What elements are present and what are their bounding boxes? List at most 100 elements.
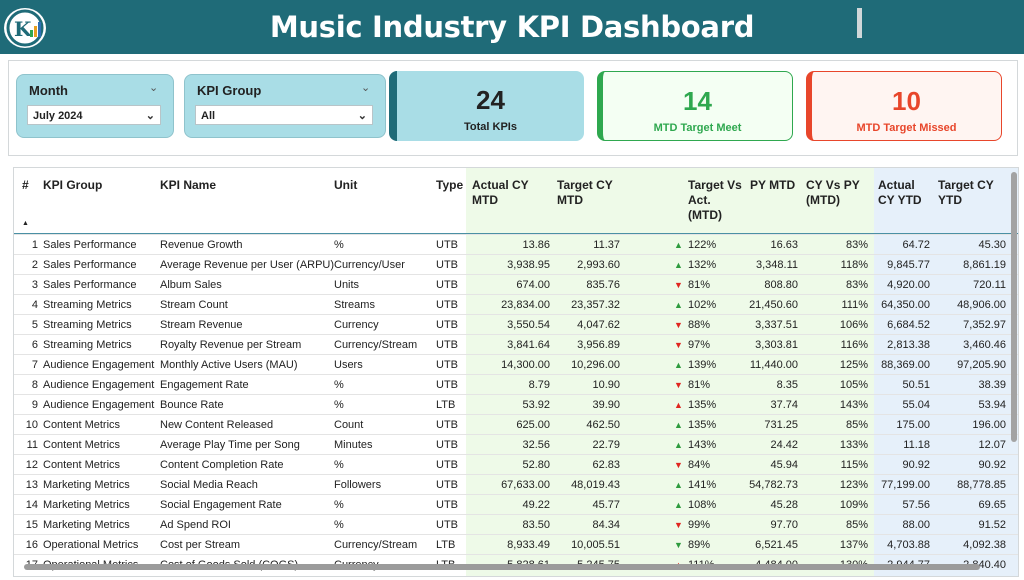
cell-actual-cy-ytd: 88,369.00: [881, 359, 930, 371]
table-row[interactable]: 10 Content Metrics New Content Released Cou…: [14, 414, 1018, 435]
cell-py-mtd: 97.70: [770, 519, 798, 531]
table-row[interactable]: 14 Marketing Metrics Social Engagement Rat…: [14, 494, 1018, 515]
header-target-cy-mtd[interactable]: Target CY MTD: [557, 178, 613, 207]
cell-target-cy-mtd: 462.50: [586, 419, 620, 431]
header-type[interactable]: Type: [436, 178, 464, 192]
cell-type: UTB: [436, 439, 458, 451]
table-row[interactable]: 12 Content Metrics Content Completion Rate…: [14, 454, 1018, 475]
cell-target-vs-act: 122%: [688, 239, 717, 251]
header-py-mtd[interactable]: PY MTD: [750, 178, 796, 192]
cell-num: 7: [31, 359, 38, 371]
cell-target-cy-mtd: 62.83: [592, 459, 620, 471]
trend-up-icon: ▲: [674, 240, 683, 250]
table-row[interactable]: 16 Operational Metrics Cost per Stream Curr…: [14, 534, 1018, 555]
table-row[interactable]: 2 Sales Performance Average Revenue per Us…: [14, 254, 1018, 275]
trend-down-icon: ▼: [674, 340, 683, 350]
cell-target-cy-mtd: 2,993.60: [577, 259, 620, 271]
header-divider-line: [14, 233, 1018, 234]
chevron-down-icon: ⌄: [357, 110, 367, 122]
cell-kpi-name: Royalty Revenue per Stream: [160, 339, 302, 351]
cell-type: UTB: [436, 459, 458, 471]
header-kpi-group[interactable]: KPI Group: [43, 178, 103, 192]
cell-target-cy-ytd: 97,205.90: [957, 359, 1006, 371]
header-actual-cy-mtd[interactable]: Actual CY MTD: [472, 178, 529, 207]
target-missed-value: 10: [892, 86, 921, 116]
cell-py-mtd: 45.28: [770, 499, 798, 511]
cell-target-vs-act: 89%: [688, 539, 711, 551]
cell-py-mtd: 11,440.00: [749, 359, 798, 371]
cell-target-cy-mtd: 10,005.51: [571, 539, 620, 551]
cell-actual-cy-mtd: 67,633.00: [501, 479, 550, 491]
cell-target-cy-mtd: 3,956.89: [577, 339, 620, 351]
cell-kpi-name: Bounce Rate: [160, 399, 224, 411]
table-row[interactable]: 5 Streaming Metrics Stream Revenue Currency…: [14, 314, 1018, 335]
cell-unit: Minutes: [334, 439, 373, 451]
cell-unit: Currency: [334, 319, 379, 331]
chevron-down-icon[interactable]: ⌄: [149, 82, 159, 94]
table-row[interactable]: 1 Sales Performance Revenue Growth% UTB 13.8…: [14, 234, 1018, 255]
cell-actual-cy-mtd: 14,300.00: [501, 359, 550, 371]
header-actual-cy-ytd[interactable]: Actual CY YTD: [878, 178, 922, 207]
header-unit[interactable]: Unit: [334, 178, 358, 192]
cell-py-mtd: 24.42: [770, 439, 798, 451]
vertical-scrollbar[interactable]: [1011, 172, 1017, 442]
cell-kpi-name: Average Revenue per User (ARPU): [160, 259, 335, 271]
trend-down-icon: ▼: [674, 460, 683, 470]
cell-actual-cy-mtd: 8.79: [528, 379, 550, 391]
total-kpis-card: 24 Total KPIs: [389, 71, 584, 141]
kpi-group-slicer: KPI Group ⌄ All ⌄: [184, 74, 386, 138]
header-target-cy-ytd[interactable]: Target CY YTD: [938, 178, 994, 207]
table-row[interactable]: 9 Audience Engagement Bounce Rate% LTB 53.92…: [14, 394, 1018, 415]
header-kpi-name[interactable]: KPI Name: [160, 178, 217, 192]
chevron-down-icon[interactable]: ⌄: [361, 82, 371, 94]
cell-actual-cy-ytd: 57.56: [902, 499, 930, 511]
cell-actual-cy-mtd: 3,841.64: [507, 339, 550, 351]
header-num[interactable]: #: [22, 178, 29, 192]
cell-type: LTB: [436, 399, 456, 411]
table-row[interactable]: 4 Streaming Metrics Stream Count Streams UTB…: [14, 294, 1018, 315]
table-row[interactable]: 7 Audience Engagement Monthly Active Users…: [14, 354, 1018, 375]
cell-actual-cy-ytd: 4,703.88: [887, 539, 930, 551]
cell-target-cy-ytd: 7,352.97: [963, 319, 1006, 331]
header-cy-vs-py[interactable]: CY Vs PY (MTD): [806, 178, 860, 207]
mtd-column-band: [466, 168, 874, 576]
page-title: Music Industry KPI Dashboard: [269, 10, 755, 44]
cell-cy-vs-py: 111%: [841, 299, 868, 311]
sort-ascending-icon[interactable]: ▲: [22, 220, 29, 227]
kpi-table: # KPI Group KPI Name Unit Type Actual CY…: [13, 167, 1019, 577]
table-row[interactable]: 13 Marketing Metrics Social Media Reach Fol…: [14, 474, 1018, 495]
cell-target-cy-mtd: 10,296.00: [571, 359, 620, 371]
cell-target-cy-ytd: 196.00: [972, 419, 1006, 431]
header-target-vs-act[interactable]: Target Vs Act. (MTD): [688, 178, 742, 222]
cell-target-cy-ytd: 720.11: [973, 279, 1006, 291]
table-row[interactable]: 3 Sales Performance Album Sales Units UTB 674…: [14, 274, 1018, 295]
cell-num: 11: [26, 439, 38, 451]
cell-target-cy-ytd: 88,778.85: [957, 479, 1006, 491]
cell-target-cy-mtd: 22.79: [592, 439, 620, 451]
trend-up-icon: ▲: [674, 420, 683, 430]
table-row[interactable]: 8 Audience Engagement Engagement Rate% UTB 8…: [14, 374, 1018, 395]
cell-py-mtd: 16.63: [770, 239, 798, 251]
cell-target-vs-act: 141%: [688, 479, 717, 491]
table-row[interactable]: 11 Content Metrics Average Play Time per S…: [14, 434, 1018, 455]
cell-cy-vs-py: 125%: [839, 359, 868, 371]
cell-unit: %: [334, 459, 344, 471]
cell-actual-cy-ytd: 4,920.00: [887, 279, 930, 291]
cell-kpi-name: Ad Spend ROI: [160, 519, 231, 531]
cell-kpi-group: Operational Metrics: [43, 539, 139, 551]
table-row[interactable]: 6 Streaming Metrics Royalty Revenue per St…: [14, 334, 1018, 355]
horizontal-scrollbar[interactable]: [24, 564, 980, 570]
cell-actual-cy-mtd: 32.56: [522, 439, 550, 451]
cell-target-vs-act: 99%: [688, 519, 711, 531]
cell-actual-cy-ytd: 175.00: [896, 419, 930, 431]
month-dropdown[interactable]: July 2024 ⌄: [27, 105, 161, 125]
cell-actual-cy-ytd: 90.92: [902, 459, 930, 471]
cell-target-vs-act: 81%: [688, 379, 711, 391]
kpi-group-dropdown[interactable]: All ⌄: [195, 105, 373, 125]
cell-unit: Currency/Stream: [334, 339, 418, 351]
cell-actual-cy-mtd: 23,834.00: [501, 299, 550, 311]
cell-actual-cy-mtd: 52.80: [522, 459, 550, 471]
table-row[interactable]: 15 Marketing Metrics Ad Spend ROI% UTB 83.50…: [14, 514, 1018, 535]
cell-actual-cy-mtd: 3,938.95: [507, 259, 550, 271]
cell-kpi-name: Average Play Time per Song: [160, 439, 300, 451]
